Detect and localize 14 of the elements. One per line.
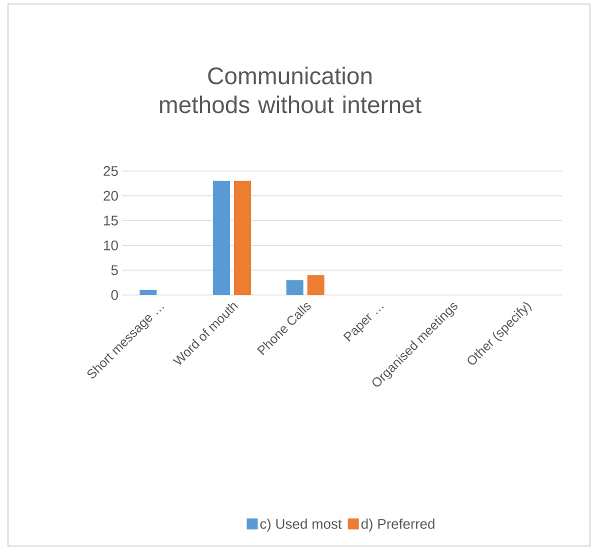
legend-label: d) Preferred	[361, 518, 434, 532]
y-tick-label: 0	[111, 290, 118, 300]
y-tick-label: 10	[104, 240, 118, 250]
legend-label: c) Used most	[260, 518, 342, 532]
bar	[286, 280, 304, 295]
bar	[140, 290, 157, 295]
bar	[307, 275, 324, 295]
bar	[213, 180, 230, 295]
bar	[234, 180, 251, 295]
y-tick-label: 25	[104, 166, 118, 176]
chart-title: Communication methods without internet	[160, 66, 422, 114]
y-tick-label: 20	[104, 190, 118, 201]
y-tick-label: 15	[104, 216, 118, 226]
y-tick-label: 5	[111, 265, 118, 276]
